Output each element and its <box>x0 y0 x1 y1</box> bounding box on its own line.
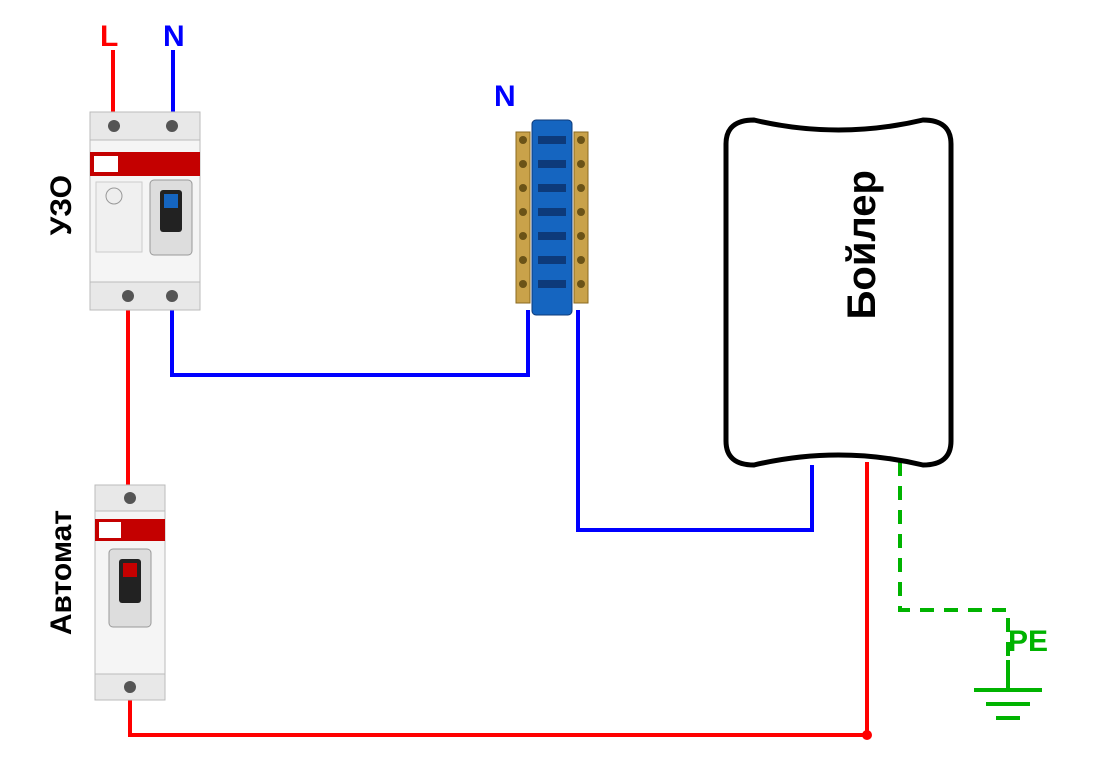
label-N-top: N <box>163 20 185 54</box>
label-L: L <box>100 20 118 54</box>
device-boiler <box>726 120 951 465</box>
label-Boiler: Бойлер <box>840 170 885 319</box>
device-uzo <box>90 112 200 310</box>
label-Automat: Автомат <box>45 510 79 635</box>
label-UZO: УЗО <box>45 175 79 235</box>
label-N-busbar: N <box>494 80 516 114</box>
ground-symbol <box>974 660 1042 718</box>
device-automat <box>95 485 165 700</box>
wiring-diagram <box>0 0 1105 768</box>
label-PE: PE <box>1008 625 1048 659</box>
device-busbar <box>516 120 588 315</box>
